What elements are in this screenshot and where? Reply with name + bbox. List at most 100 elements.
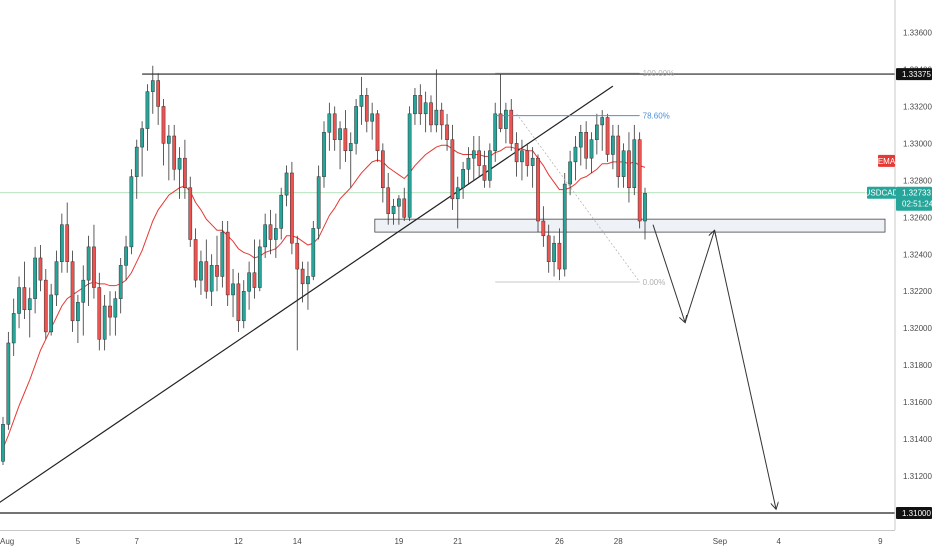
candle-down <box>156 73 161 125</box>
candle-up <box>60 213 64 273</box>
fib-0-label: 0.00% <box>643 278 666 287</box>
candle-body <box>568 161 572 185</box>
candle-down <box>429 95 433 133</box>
candle-body <box>300 268 305 285</box>
candle-body <box>102 305 107 340</box>
candle-up <box>573 135 578 181</box>
candle-up <box>359 76 364 125</box>
candle-body <box>145 91 150 129</box>
y-tick-label: 1.33200 <box>903 102 932 111</box>
candle-up <box>466 147 471 185</box>
candle-body <box>215 265 219 277</box>
candle-down <box>381 143 385 203</box>
candle-down <box>541 206 546 247</box>
candle-body <box>225 231 230 296</box>
candle-body <box>279 194 284 229</box>
x-tick-label: Sep <box>713 537 728 546</box>
candle-down <box>161 99 166 166</box>
candle-up <box>370 102 374 140</box>
candle-down <box>514 132 519 177</box>
resistance-badge-label: 1.33375 <box>902 70 931 79</box>
candle-down <box>482 150 487 188</box>
candle-body <box>204 261 209 292</box>
support-zone <box>374 218 886 233</box>
candle-up <box>562 172 567 277</box>
candle-up <box>306 261 310 310</box>
candle-up <box>354 99 358 155</box>
candle-up <box>209 254 214 307</box>
candle-body <box>183 157 187 188</box>
x-tick-label: 26 <box>555 537 564 546</box>
candle-body <box>124 246 128 266</box>
candle-body <box>65 224 70 262</box>
x-tick-label: 7 <box>135 537 140 546</box>
candle-up <box>493 102 498 162</box>
x-tick-label: Aug <box>0 537 14 546</box>
candle-body <box>381 150 385 188</box>
candle-up <box>471 135 476 181</box>
candle-body <box>97 287 102 340</box>
candle-body <box>637 139 642 222</box>
candle-body <box>477 150 481 166</box>
candle-body <box>562 183 567 270</box>
candle-down <box>188 176 193 247</box>
candle-up <box>199 250 203 295</box>
candle-up <box>177 147 182 199</box>
candle-down <box>627 132 631 203</box>
candle-up <box>520 139 524 181</box>
candle-body <box>274 228 278 240</box>
candle-body <box>209 265 214 292</box>
candle-up <box>578 124 583 166</box>
candle-up <box>81 265 86 336</box>
x-tick-label: 5 <box>76 537 81 546</box>
target-price-badge: 1.31000 <box>896 507 932 519</box>
candle-up <box>568 150 572 196</box>
candle-body <box>354 106 358 144</box>
price-badge-bg <box>896 186 932 211</box>
candle-body <box>584 132 588 159</box>
candle-down <box>509 99 514 151</box>
candle-body <box>6 342 11 425</box>
candle-body <box>134 146 139 177</box>
candle-down <box>183 139 187 199</box>
resistance-badge-bg <box>896 68 932 81</box>
candle-up <box>311 221 316 281</box>
candle-body <box>370 113 374 122</box>
candle-down <box>65 202 70 273</box>
candle-up <box>263 213 267 258</box>
candle-down <box>290 161 294 255</box>
candle-body <box>27 298 32 310</box>
x-tick-label: 21 <box>453 537 462 546</box>
y-tick-label: 1.32200 <box>903 287 932 296</box>
candle-down <box>386 172 391 225</box>
candle-body <box>161 106 166 144</box>
candle-body <box>439 109 444 126</box>
time-axis[interactable]: Aug57121419212628Sep4911 <box>0 537 932 546</box>
candle-body <box>231 283 235 296</box>
candle-up <box>124 235 128 281</box>
target-badge-bg <box>896 507 932 519</box>
candle-body <box>536 157 540 222</box>
candle-down <box>332 106 337 151</box>
candle-body <box>86 246 91 281</box>
candle-up <box>129 169 134 255</box>
candle-body <box>557 242 562 270</box>
fib-100-label: 100.00% <box>643 69 675 78</box>
candle-body <box>54 261 59 296</box>
candle-up <box>231 269 235 318</box>
candle-body <box>413 95 417 115</box>
price-axis[interactable]: 1.336001.334001.332001.330001.328001.326… <box>0 0 932 531</box>
candle-body <box>338 128 342 140</box>
candle-down <box>343 110 348 162</box>
candle-up <box>76 294 80 343</box>
candle-body <box>38 257 43 281</box>
x-tick-label: 28 <box>614 537 623 546</box>
candle-up <box>257 239 262 292</box>
candle-down <box>204 239 209 299</box>
candle-up <box>504 102 508 144</box>
candle-down <box>418 84 423 125</box>
candle-body <box>578 132 583 148</box>
fibonacci-retracement: 100.00% 78.60% 0.00% <box>495 69 674 287</box>
candle-body <box>306 276 310 285</box>
